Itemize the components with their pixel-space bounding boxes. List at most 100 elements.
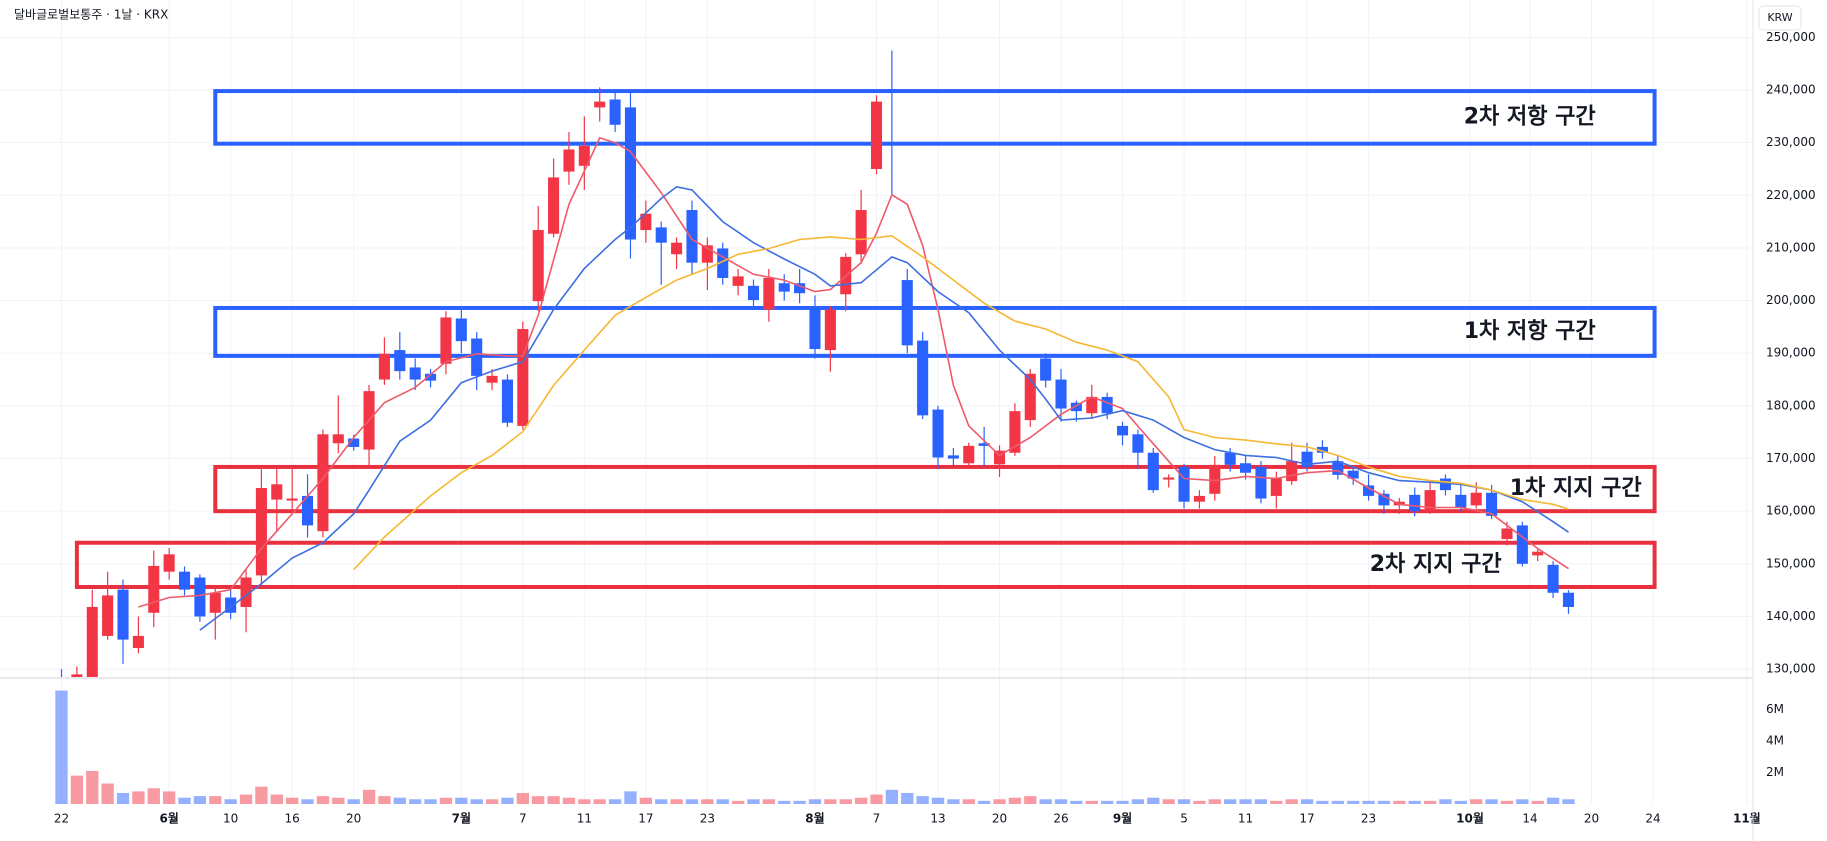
- candle-body: [701, 245, 713, 263]
- volume-bar: [1362, 800, 1375, 804]
- candle-body: [1224, 452, 1236, 465]
- candle-body: [1240, 463, 1252, 473]
- candle-body: [132, 635, 144, 649]
- volume-bar: [101, 783, 114, 804]
- volume-bar: [547, 796, 560, 804]
- candle-body: [548, 177, 560, 234]
- volume-bar: [1454, 800, 1467, 804]
- candle-body: [1270, 478, 1282, 496]
- candle-body: [532, 230, 544, 302]
- x-tick-label: 17: [638, 812, 653, 826]
- zone-box: [213, 89, 1657, 146]
- candle-body: [963, 445, 975, 464]
- x-tick-label: 5: [1180, 812, 1188, 826]
- volume-bar: [931, 797, 945, 804]
- zone-label: 1차 지지 구간: [1510, 476, 1642, 501]
- candle-body: [1040, 358, 1052, 381]
- candle-body: [317, 434, 329, 532]
- volume-bar: [1485, 799, 1498, 804]
- volume-bar: [332, 797, 345, 804]
- x-tick-label: 20: [346, 812, 361, 826]
- x-tick-label: 11월: [1733, 811, 1761, 826]
- volume-tick-label: 2M: [1766, 765, 1784, 779]
- volume-bar: [716, 799, 729, 804]
- candle-body: [640, 213, 652, 231]
- candle-body: [1193, 495, 1205, 502]
- currency-box[interactable]: [1758, 5, 1802, 31]
- candle-body: [824, 309, 836, 351]
- candle-body: [471, 338, 483, 376]
- candle-body: [332, 434, 344, 444]
- volume-bar: [762, 799, 776, 804]
- volume-bar: [962, 799, 975, 804]
- candle-body: [240, 577, 252, 607]
- volume-tick-label: 4M: [1766, 733, 1784, 747]
- candle-body: [517, 329, 529, 426]
- candle-body: [855, 210, 867, 255]
- candle-body: [732, 276, 744, 286]
- x-tick-label: 20: [992, 812, 1007, 826]
- y-tick-label: 230,000: [1766, 135, 1816, 149]
- volume-bar: [1423, 800, 1437, 804]
- candle-body: [163, 554, 175, 572]
- candle-body: [1547, 564, 1559, 593]
- volume-bar: [1070, 800, 1083, 804]
- volume-bar: [1162, 799, 1175, 804]
- candle-body: [409, 367, 421, 380]
- candle-body: [1470, 492, 1482, 506]
- volume-bar: [839, 799, 852, 804]
- zone-box: [213, 305, 1657, 358]
- candle-body: [947, 455, 959, 459]
- volume-bar: [608, 799, 622, 804]
- currency-label[interactable]: KRW: [1767, 11, 1792, 24]
- volume-tick-label: 6M: [1766, 702, 1784, 716]
- volume-bar: [685, 799, 699, 804]
- volume-bar: [1470, 799, 1483, 804]
- zone-label: 2차 저항 구간: [1464, 104, 1596, 129]
- x-tick-label: 17: [1299, 812, 1314, 826]
- candle-body: [501, 379, 513, 423]
- candle-body: [1316, 446, 1328, 453]
- candle-body: [870, 101, 883, 169]
- candle-body: [271, 484, 283, 500]
- volume-bar: [885, 789, 899, 804]
- volume-bar: [916, 796, 929, 804]
- candle-body: [1163, 477, 1175, 480]
- candle-body: [1439, 478, 1451, 491]
- volume-bar: [1039, 799, 1052, 804]
- y-tick-label: 190,000: [1766, 346, 1816, 360]
- candle-body: [1055, 379, 1067, 409]
- candle-body: [1009, 411, 1021, 453]
- volume-bar: [409, 799, 422, 804]
- x-tick-label: 23: [700, 812, 715, 826]
- candle-body: [886, 88, 898, 92]
- candle-body: [1347, 470, 1359, 479]
- candle-body: [1378, 493, 1390, 506]
- candle-body: [117, 589, 129, 640]
- x-tick-label: 7: [873, 812, 881, 826]
- candle-body: [1409, 494, 1421, 512]
- y-tick-label: 220,000: [1766, 188, 1816, 202]
- volume-bar: [1516, 799, 1529, 804]
- volume-bar: [747, 799, 760, 804]
- candle-body: [1286, 461, 1298, 482]
- candle-body: [778, 283, 790, 292]
- candle-body: [1486, 492, 1498, 516]
- candle-body: [455, 318, 467, 342]
- candle-body: [1516, 525, 1528, 564]
- volume-bar: [1054, 799, 1068, 804]
- volume-bar: [301, 799, 314, 804]
- candle-body: [1424, 490, 1436, 512]
- x-tick-label: 22: [54, 812, 69, 826]
- volume-bar: [193, 796, 207, 804]
- candle-body: [148, 565, 160, 613]
- volume-bar: [1101, 800, 1114, 804]
- x-tick-label: 16: [285, 812, 300, 826]
- x-tick-label: 7: [519, 812, 527, 826]
- y-tick-label: 170,000: [1766, 451, 1816, 465]
- volume-bar: [1239, 799, 1252, 804]
- volume-bar: [147, 788, 160, 804]
- x-tick-label: 6월: [159, 811, 178, 826]
- volume-bar: [1177, 799, 1191, 804]
